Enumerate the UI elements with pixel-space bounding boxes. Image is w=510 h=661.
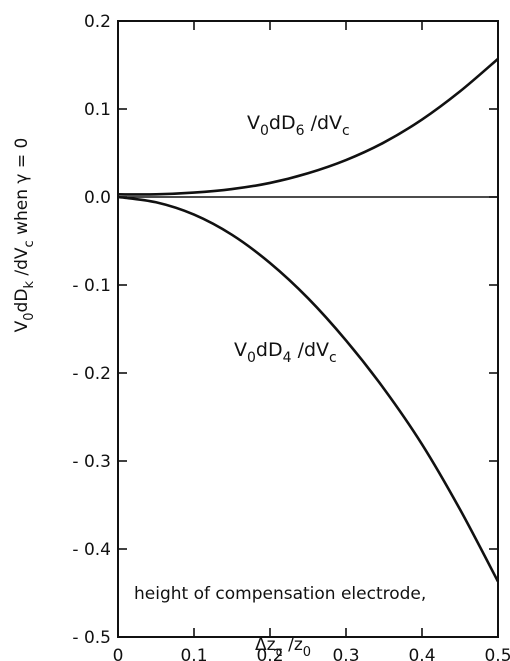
- series-line-d4: [117, 195, 500, 583]
- y-tick-label: - 0.1: [72, 276, 111, 296]
- series-label-d6: V0dD6 /dVc: [247, 112, 350, 139]
- plot-frame: [117, 20, 499, 638]
- x-tick-label: 0.3: [332, 646, 359, 661]
- y-tick-label: - 0.5: [72, 628, 111, 648]
- x-axis-label-line2: Δzc /z0: [255, 635, 311, 660]
- y-tick-label: - 0.2: [72, 364, 111, 384]
- y-tick-label: 0.2: [84, 12, 111, 32]
- y-axis-label: V0dDk /dVc when γ = 0: [12, 138, 37, 333]
- y-tick-label: 0.0: [84, 188, 111, 208]
- x-tick-labels: 0 0.1 0.2 0.3 0.4 0.5: [113, 646, 510, 661]
- x-tick-label: 0.5: [484, 646, 510, 661]
- x-tick-label: 0: [113, 646, 124, 661]
- series-label-d4: V0dD4 /dVc: [234, 339, 337, 366]
- x-tick-label: 0.4: [408, 646, 435, 661]
- x-tick-label: 0.2: [256, 646, 283, 661]
- series-group: [117, 57, 500, 583]
- y-tick-label: - 0.3: [72, 452, 111, 472]
- series-line-d6: [117, 57, 499, 196]
- y-tick-label: - 0.4: [72, 540, 111, 560]
- y-tick-labels: 0.2 0.1 0.0 - 0.1 - 0.2 - 0.3 - 0.4 - 0.5: [72, 12, 111, 648]
- x-tick-label: 0.1: [180, 646, 207, 661]
- x-axis-label: height of compensation electrode,: [134, 584, 426, 604]
- y-tick-label: 0.1: [84, 100, 111, 120]
